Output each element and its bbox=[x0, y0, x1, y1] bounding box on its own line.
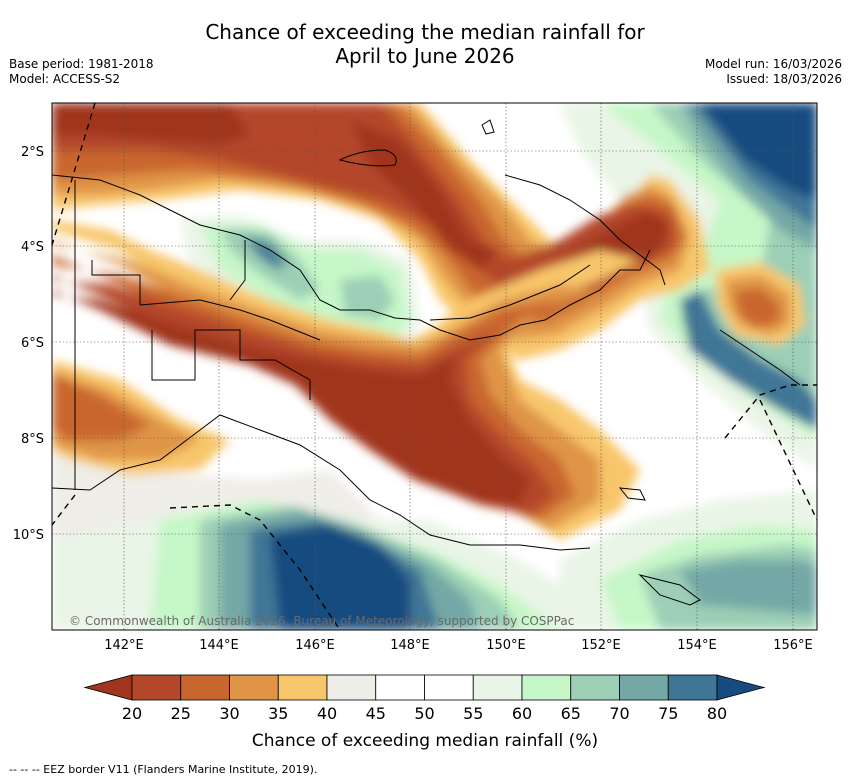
colorbar-tick-label: 35 bbox=[268, 704, 288, 723]
colorbar-bin bbox=[424, 674, 474, 701]
lon-label: 142°E bbox=[104, 638, 144, 653]
title-line-2: April to June 2026 bbox=[335, 44, 515, 68]
lat-label: 10°S bbox=[13, 528, 44, 543]
map-frame bbox=[51, 102, 818, 631]
base-period: Base period: 1981-2018 bbox=[9, 57, 154, 71]
coastlines bbox=[52, 119, 801, 606]
lat-label: 2°S bbox=[21, 145, 44, 160]
colorbar-bin bbox=[131, 674, 182, 701]
colorbar-bin bbox=[619, 674, 669, 701]
colorbar-bin bbox=[326, 674, 377, 701]
lat-labels: 2°S 4°S 6°S 8°S 10°S bbox=[13, 145, 44, 543]
lon-label: 156°E bbox=[773, 638, 813, 653]
model-run: Model run: 16/03/2026 bbox=[704, 57, 842, 71]
colorbar-tick-label: 75 bbox=[658, 704, 678, 723]
lon-label: 152°E bbox=[581, 638, 621, 653]
lon-label: 146°E bbox=[295, 638, 335, 653]
colorbar-bin bbox=[229, 674, 279, 701]
colorbar-bin bbox=[472, 674, 523, 701]
lon-label: 150°E bbox=[486, 638, 526, 653]
colorbar: 20 25 30 35 40 45 50 55 60 65 70 75 80 bbox=[83, 674, 766, 723]
rainfall-field bbox=[52, 103, 817, 630]
colorbar-tick-label: 40 bbox=[317, 704, 337, 723]
eez-borders bbox=[52, 103, 817, 630]
colorbar-bin bbox=[667, 674, 718, 701]
colorbar-tick-label: 20 bbox=[122, 704, 142, 723]
lon-label: 148°E bbox=[390, 638, 430, 653]
colorbar-tick-label: 25 bbox=[171, 704, 191, 723]
lon-labels: 142°E 144°E 146°E 148°E 150°E 152°E 154°… bbox=[104, 638, 813, 653]
eez-footnote: -- -- -- EEZ border V11 (Flanders Marine… bbox=[9, 763, 318, 776]
lon-label: 144°E bbox=[199, 638, 239, 653]
colorbar-label: Chance of exceeding median rainfall (%) bbox=[251, 731, 599, 751]
colorbar-bin bbox=[277, 674, 328, 701]
colorbar-extend-low bbox=[83, 674, 133, 701]
issued-date: Issued: 18/03/2026 bbox=[726, 72, 842, 86]
lat-label: 4°S bbox=[21, 240, 44, 255]
meta-right: Model run: 16/03/2026 Issued: 18/03/2026 bbox=[705, 57, 842, 87]
colorbar-tick-label: 30 bbox=[219, 704, 239, 723]
colorbar-bin bbox=[180, 674, 230, 701]
colorbar-tick-label: 80 bbox=[707, 704, 727, 723]
colorbar-tick-label: 45 bbox=[366, 704, 386, 723]
lat-label: 6°S bbox=[21, 336, 44, 351]
chart-title: Chance of exceeding the median rainfall … bbox=[0, 20, 850, 68]
meta-left: Base period: 1981-2018 Model: ACCESS-S2 bbox=[9, 57, 154, 87]
title-line-1: Chance of exceeding the median rainfall … bbox=[205, 20, 645, 44]
lon-label: 154°E bbox=[677, 638, 717, 653]
colorbar-tick-label: 55 bbox=[463, 704, 483, 723]
copyright-notice: © Commonwealth of Australia 2026, Bureau… bbox=[69, 614, 575, 628]
lat-label: 8°S bbox=[21, 432, 44, 447]
colorbar-bin bbox=[521, 674, 572, 701]
colorbar-tick-label: 70 bbox=[609, 704, 629, 723]
colorbar-tick-label: 60 bbox=[512, 704, 532, 723]
graticule bbox=[52, 103, 817, 630]
model-name: Model: ACCESS-S2 bbox=[9, 72, 121, 86]
colorbar-tick-label: 50 bbox=[414, 704, 434, 723]
colorbar-bin bbox=[570, 674, 620, 701]
colorbar-tick-label: 65 bbox=[561, 704, 581, 723]
colorbar-bin bbox=[375, 674, 425, 701]
colorbar-extend-high bbox=[716, 674, 766, 701]
